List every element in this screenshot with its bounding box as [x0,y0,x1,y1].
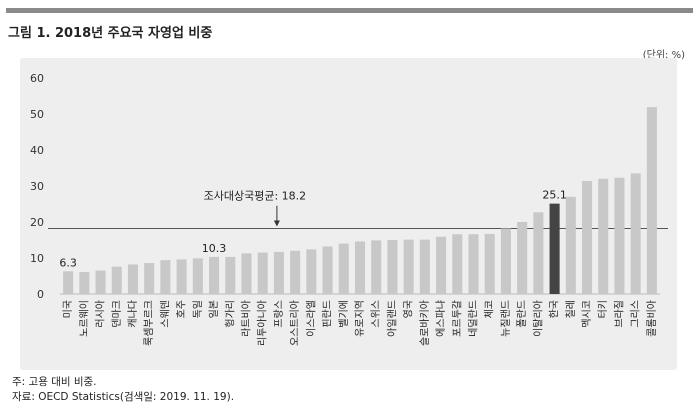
chart-panel: 0 10 20 30 40 50 60 미국 노르웨이 러시아 덴마크 캐나다 룩셈부르크 스웨덴 호주 독일… [20,58,677,370]
bar [79,272,90,294]
bar [500,228,511,294]
figure-title: 그림 1. 2018년 주요국 자영업 비중 [8,26,213,41]
x-tick-label: 노르웨이 [78,300,90,337]
data-label: 10.3 [202,242,227,255]
x-tick-label: 영국 [403,300,415,318]
x-tick-label: 뉴질랜드 [500,300,512,337]
bar [209,256,220,294]
bar [403,239,414,294]
title-rule [6,8,693,13]
bar [436,236,447,294]
x-tick-label: 에스파냐 [435,300,447,337]
bar [95,270,106,294]
y-tick-label: 60 [30,72,44,85]
bar [646,107,657,294]
bar [338,243,349,294]
bar [419,239,430,294]
y-tick-label: 30 [30,180,44,193]
unit-label: (단위: %) [642,50,685,61]
bar [306,249,317,294]
bar [484,233,495,294]
x-tick-label: 그리스 [630,300,642,328]
x-tick-label: 체코 [484,300,496,318]
x-tick-label: 호주 [176,300,188,318]
bar [614,177,625,294]
data-label: 25.1 [542,189,567,202]
bar [192,258,203,294]
bar [160,260,171,294]
x-tick-label: 벨기에 [338,300,350,328]
x-tick-label: 네덜란드 [468,300,480,337]
y-tick-label: 10 [30,252,44,265]
bar [273,251,284,294]
bar [452,234,463,294]
x-tick-label: 스웨덴 [159,300,171,328]
y-tick-label: 20 [30,216,44,229]
x-tick-label: 룩셈부르크 [143,300,155,346]
x-tick-label: 프랑스 [273,300,285,328]
average-label: 조사대상국평균: 18.2 [204,189,307,202]
x-tick-label: 이스라엘 [304,300,317,337]
x-tick-label: 브라질 [613,300,625,328]
x-tick-label: 포르투갈 [450,300,463,337]
x-tick-label: 슬로바키아 [419,300,431,346]
x-tick-label: 일본 [208,300,220,318]
x-tick-label: 스위스 [369,300,382,328]
bar [225,256,236,294]
bar [127,264,138,294]
footnote-source: 자료: OECD Statistics(검색일: 2019. 11. 19). [12,391,235,403]
bar [630,173,641,294]
y-tick-label: 50 [30,108,44,121]
x-tick-label: 폴란드 [516,300,528,328]
bar [371,240,382,294]
x-tick-label: 미국 [62,300,74,318]
bar [565,196,576,294]
bar [533,212,544,294]
bar [517,222,528,294]
x-tick-label: 이탈리아 [531,300,544,337]
bar-chart: 0 10 20 30 40 50 60 미국 노르웨이 러시아 덴마크 캐나다 룩셈부르크 스웨덴 호주 독일… [30,72,668,346]
x-tick-label: 라트비아 [240,300,252,337]
bar [549,203,560,294]
bar [257,252,268,294]
x-tick-label: 터키 [597,300,609,318]
bar [176,259,187,294]
x-tick-label: 아일랜드 [386,300,398,337]
x-tick-label: 칠레 [565,300,577,318]
x-tick-label: 한국 [549,300,561,318]
average-arrow-head [273,220,280,227]
x-tick-label: 콜롬비아 [646,300,658,337]
bar [144,263,155,294]
bar [582,180,593,294]
bar [387,240,398,294]
x-tick-label: 러시아 [95,300,107,328]
bar [241,253,252,294]
x-tick-label: 헝가리 [224,300,236,328]
bar [63,271,74,294]
bar [290,250,301,294]
x-tick-label: 독일 [192,300,204,318]
y-tick-label: 40 [30,144,44,157]
bar [322,246,333,294]
bar [598,178,609,294]
bar [354,241,366,294]
x-tick-label: 덴마크 [111,300,123,328]
footnote-note: 주: 고용 대비 비중. [12,376,97,388]
x-tick-label: 오스트리아 [289,300,301,346]
bar [468,234,479,294]
x-tick-label: 멕시코 [581,300,593,328]
x-tick-label: 핀란드 [322,300,334,328]
x-tick-label: 캐나다 [127,300,139,328]
x-tick-label: 리투아니아 [257,300,269,346]
y-tick-label: 0 [37,288,44,301]
bar [111,266,122,294]
x-tick-label: 유로지역 [354,300,366,337]
data-label: 6.3 [59,256,77,269]
